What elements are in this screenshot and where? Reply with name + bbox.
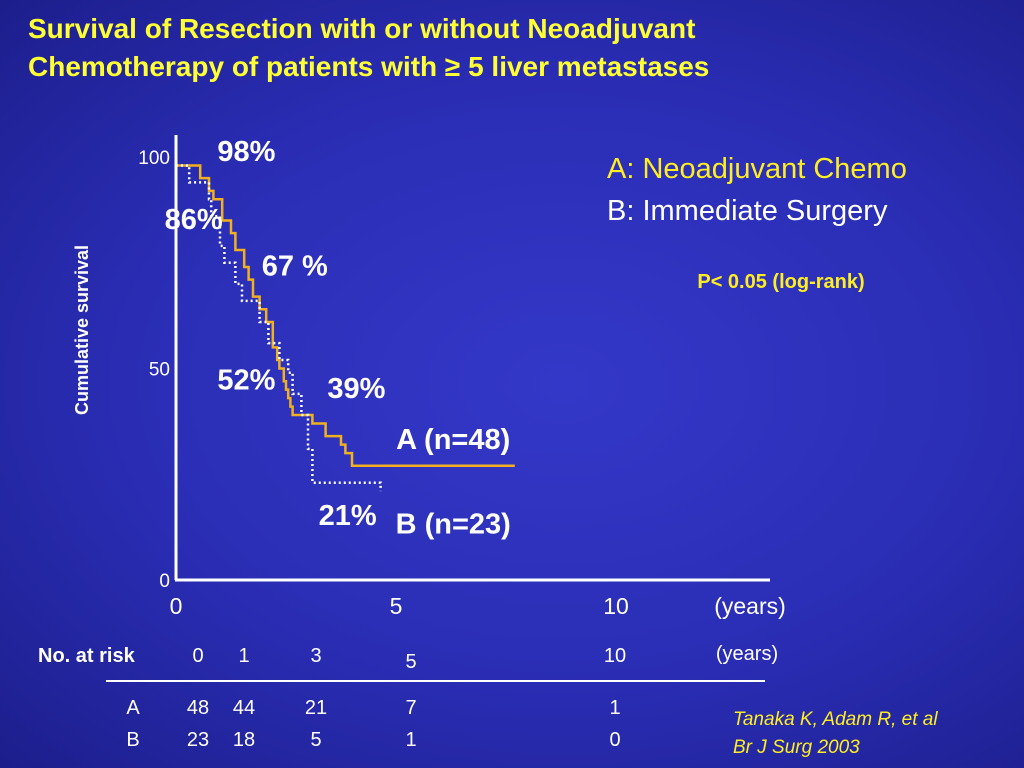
survival-label-1: 86% — [165, 204, 223, 236]
y-tick-label-50: 50 — [149, 360, 170, 381]
title-line-2: Chemotherapy of patients with ≥ 5 liver … — [28, 51, 710, 82]
p-value: P< 0.05 (log-rank) — [697, 271, 864, 293]
risk-value-A-3: 7 — [405, 697, 416, 719]
legend-a: A: Neoadjuvant Chemo — [607, 153, 907, 185]
risk-value-B-4: 0 — [609, 729, 620, 751]
risk-value-B-3: 1 — [405, 729, 416, 751]
risk-timepoint-0: 0 — [192, 645, 203, 667]
citation: Tanaka K, Adam R, et al Br J Surg 2003 — [733, 706, 938, 762]
series-line-B — [176, 164, 382, 492]
risk-table-label: No. at risk — [38, 645, 136, 667]
series-label-1: B (n=23) — [396, 508, 511, 540]
title-line-1: Survival of Resection with or without Ne… — [28, 13, 696, 44]
survival-label-3: 52% — [217, 365, 275, 397]
risk-value-B-1: 18 — [233, 729, 255, 751]
slide-title: Survival of Resection with or without Ne… — [28, 10, 1008, 86]
citation-line-2: Br J Surg 2003 — [733, 737, 860, 758]
series-label-0: A (n=48) — [396, 424, 510, 456]
risk-row-label-B: B — [126, 729, 139, 751]
risk-value-A-4: 1 — [609, 697, 620, 719]
legend-b: B: Immediate Surgery — [607, 195, 888, 227]
citation-line-1: Tanaka K, Adam R, et al — [733, 709, 938, 730]
risk-timepoint-5: 5 — [405, 651, 416, 673]
survival-label-4: 39% — [327, 373, 385, 405]
risk-table-unit: (years) — [716, 643, 778, 665]
risk-value-A-2: 21 — [305, 697, 327, 719]
risk-value-B-0: 23 — [187, 729, 209, 751]
risk-value-B-2: 5 — [310, 729, 321, 751]
y-axis-label: Cumulative survival — [72, 245, 92, 415]
x-tick-label-0: 0 — [170, 593, 183, 619]
risk-timepoint-1: 1 — [238, 645, 249, 667]
y-tick-label-0: 0 — [159, 571, 170, 592]
survival-label-5: 21% — [319, 500, 377, 532]
risk-timepoint-3: 3 — [310, 645, 321, 667]
risk-value-A-0: 48 — [187, 697, 209, 719]
x-tick-label-10: 10 — [603, 593, 629, 619]
risk-timepoint-10: 10 — [604, 645, 626, 667]
risk-row-label-A: A — [126, 697, 140, 719]
risk-value-A-1: 44 — [233, 697, 255, 719]
series-line-A — [176, 164, 515, 468]
y-tick-label-100: 100 — [138, 148, 170, 169]
survival-label-2: 67 % — [262, 250, 328, 282]
x-axis-unit: (years) — [714, 593, 786, 619]
x-tick-label-5: 5 — [390, 593, 403, 619]
survival-label-0: 98% — [217, 136, 275, 168]
